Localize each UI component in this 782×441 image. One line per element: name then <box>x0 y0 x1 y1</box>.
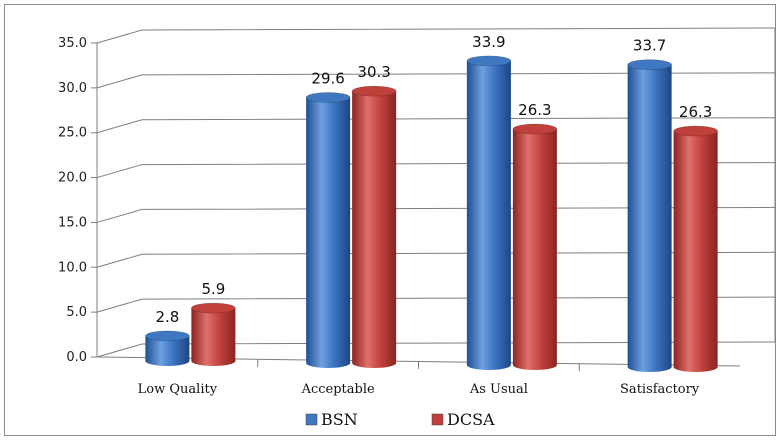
y-tick-label: 0.0 <box>66 350 87 365</box>
legend-swatch-dcsa <box>431 413 444 426</box>
gridline <box>96 162 776 179</box>
data-label: 26.3 <box>518 101 551 119</box>
data-label: 2.8 <box>155 308 179 326</box>
data-label: 33.9 <box>472 33 505 51</box>
gridline <box>96 117 776 134</box>
y-tick-label: 10.0 <box>58 260 87 275</box>
y-tick-label: 30.0 <box>58 81 87 96</box>
bar-dcsa-top <box>351 85 397 97</box>
grid-layer <box>96 27 776 358</box>
bar-dcsa-body <box>512 129 557 370</box>
bar-dcsa-body <box>191 308 236 367</box>
legend: BSN DCSA <box>305 410 495 429</box>
data-label: 26.3 <box>679 103 712 121</box>
bar-bsn-body <box>145 335 190 367</box>
gridline <box>96 27 776 44</box>
y-tick-label: 35.0 <box>58 36 87 51</box>
gridline <box>96 251 776 268</box>
labels-layer: Low Quality Acceptable As Usual Satisfactor… <box>138 33 713 397</box>
y-tick-label: 15.0 <box>58 215 87 230</box>
bar-dcsa-top <box>673 125 718 137</box>
x-category-label: Acceptable <box>301 382 375 397</box>
bar-dcsa-body <box>352 91 397 368</box>
x-category-label: Satisfactory <box>620 382 700 397</box>
legend-label-dcsa: DCSA <box>447 410 495 429</box>
y-tick-label: 5.0 <box>66 305 87 320</box>
data-label: 33.7 <box>633 37 666 55</box>
gridline <box>96 206 776 223</box>
data-label: 5.9 <box>201 280 225 298</box>
gridline <box>96 296 776 313</box>
bar-bsn-body <box>627 64 672 373</box>
gridline <box>96 341 776 358</box>
y-tick-label: 20.0 <box>58 171 87 186</box>
legend-label-bsn: BSN <box>321 410 358 429</box>
bar-dcsa-body <box>673 131 718 372</box>
data-label: 29.6 <box>311 69 344 87</box>
bar-bsn-top <box>145 330 190 342</box>
bar-bsn-top <box>305 92 351 103</box>
bar-bsn-top <box>466 55 512 67</box>
gridline <box>96 72 776 89</box>
bar-bsn-top <box>627 59 672 70</box>
bar-bsn-body <box>306 97 351 369</box>
x-category-label: Low Quality <box>138 382 218 397</box>
x-category-label: As Usual <box>469 382 528 397</box>
y-tick-label: 25.0 <box>58 126 87 141</box>
legend-swatch-bsn <box>305 413 318 426</box>
bar-dcsa-top <box>512 123 558 135</box>
data-label: 30.3 <box>357 63 390 81</box>
bars-layer <box>145 55 718 373</box>
bar-bsn-body <box>466 60 511 371</box>
bar-dcsa-top <box>191 302 236 314</box>
